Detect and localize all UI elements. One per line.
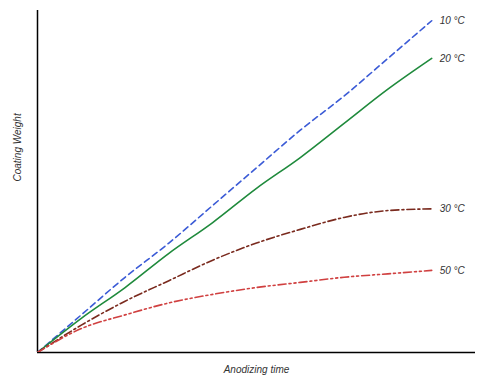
svg-text:10 °C: 10 °C	[440, 15, 466, 26]
svg-text:Coating Weight: Coating Weight	[12, 112, 23, 181]
svg-text:30 °C: 30 °C	[440, 203, 466, 214]
svg-text:Anodizing time: Anodizing time	[223, 364, 290, 375]
svg-text:20 °C: 20 °C	[439, 53, 466, 64]
svg-text:50 °C: 50 °C	[440, 265, 466, 276]
